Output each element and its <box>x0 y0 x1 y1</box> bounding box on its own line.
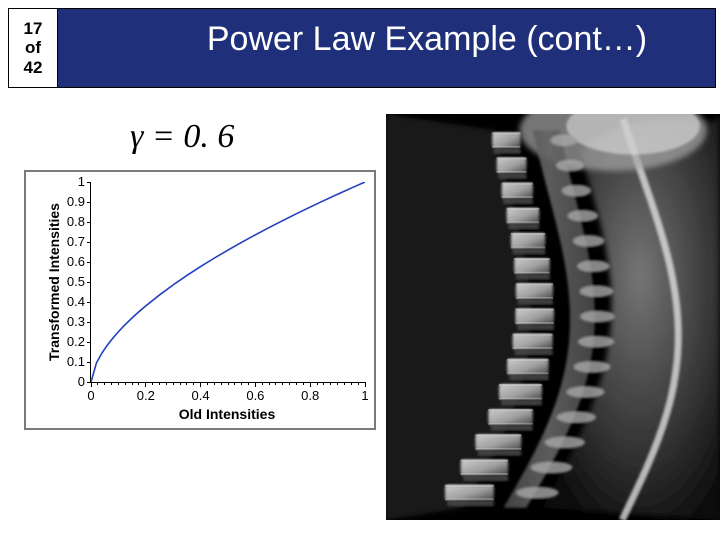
x-minor-tick <box>303 382 304 385</box>
x-minor-tick <box>145 382 146 385</box>
x-minor-tick <box>228 382 229 385</box>
x-minor-tick <box>262 382 263 385</box>
x-tick-label: 0.2 <box>131 388 161 403</box>
x-minor-tick <box>132 382 133 385</box>
spine-mri-image <box>386 114 720 520</box>
x-minor-tick <box>358 382 359 385</box>
y-tick <box>87 242 91 243</box>
x-minor-tick <box>248 382 249 385</box>
x-minor-tick <box>365 382 366 385</box>
x-minor-tick <box>200 382 201 385</box>
y-tick <box>87 262 91 263</box>
y-axis-label: Transformed Intensities <box>46 182 62 382</box>
x-minor-tick <box>282 382 283 385</box>
x-tick-label: 0.8 <box>295 388 325 403</box>
x-minor-tick <box>275 382 276 385</box>
x-tick-label: 0 <box>76 388 106 403</box>
x-minor-tick <box>207 382 208 385</box>
x-minor-tick <box>241 382 242 385</box>
x-minor-tick <box>152 382 153 385</box>
x-minor-tick <box>234 382 235 385</box>
y-tick <box>87 222 91 223</box>
x-minor-tick <box>173 382 174 385</box>
page-counter-text: 17 of 42 <box>24 19 43 78</box>
x-minor-tick <box>296 382 297 385</box>
y-tick <box>87 342 91 343</box>
x-minor-tick <box>186 382 187 385</box>
y-tick <box>87 202 91 203</box>
x-minor-tick <box>269 382 270 385</box>
x-tick-label: 0.4 <box>186 388 216 403</box>
slide-title: Power Law Example (cont…) <box>140 0 714 78</box>
gamma-label-text: γ = 0. 6 <box>130 118 234 155</box>
power-law-curve <box>91 182 365 382</box>
x-minor-tick <box>255 382 256 385</box>
x-minor-tick <box>118 382 119 385</box>
slide-root: 17 of 42 Power Law Example (cont…) γ = 0… <box>0 0 720 540</box>
x-minor-tick <box>125 382 126 385</box>
x-minor-tick <box>310 382 311 385</box>
y-tick <box>87 362 91 363</box>
x-axis-label: Old Intensities <box>90 406 364 422</box>
x-minor-tick <box>159 382 160 385</box>
x-minor-tick <box>344 382 345 385</box>
x-minor-tick <box>166 382 167 385</box>
x-minor-tick <box>330 382 331 385</box>
y-tick <box>87 182 91 183</box>
x-minor-tick <box>323 382 324 385</box>
x-minor-tick <box>111 382 112 385</box>
x-tick-label: 1 <box>350 388 380 403</box>
power-law-chart: 00.10.20.30.40.50.60.70.80.9100.20.40.60… <box>24 170 376 430</box>
x-minor-tick <box>289 382 290 385</box>
x-minor-tick <box>214 382 215 385</box>
gamma-label: γ = 0. 6 <box>130 118 234 156</box>
x-minor-tick <box>351 382 352 385</box>
plot-area: 00.10.20.30.40.50.60.70.80.9100.20.40.60… <box>90 182 365 383</box>
x-minor-tick <box>104 382 105 385</box>
x-tick-label: 0.6 <box>240 388 270 403</box>
x-minor-tick <box>138 382 139 385</box>
x-minor-tick <box>97 382 98 385</box>
y-tick <box>87 302 91 303</box>
x-minor-tick <box>337 382 338 385</box>
page-counter: 17 of 42 <box>8 8 58 88</box>
x-minor-tick <box>193 382 194 385</box>
slide-title-text: Power Law Example (cont…) <box>207 20 647 59</box>
x-minor-tick <box>317 382 318 385</box>
x-minor-tick <box>221 382 222 385</box>
x-minor-tick <box>180 382 181 385</box>
x-minor-tick <box>91 382 92 385</box>
spine-mri-svg <box>386 114 720 520</box>
y-tick <box>87 282 91 283</box>
y-tick <box>87 322 91 323</box>
